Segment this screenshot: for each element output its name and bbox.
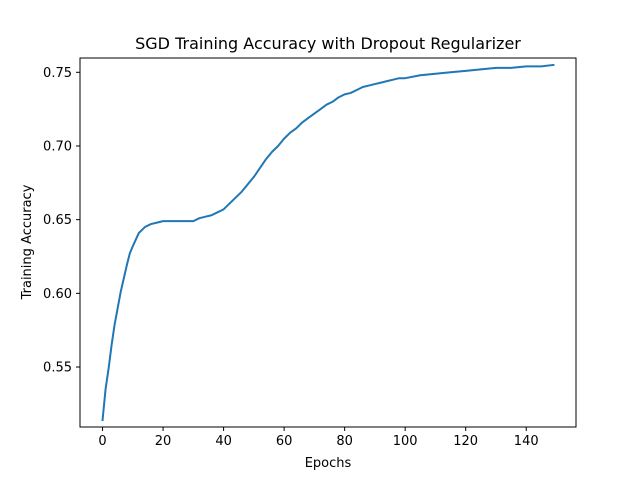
x-tick-label: 80: [336, 434, 353, 449]
y-tick-label: 0.60: [43, 287, 72, 302]
x-tick-label: 20: [155, 434, 172, 449]
y-tick-label: 0.65: [43, 213, 72, 228]
x-tick-label: 60: [276, 434, 293, 449]
x-axis-ticks: 0 20 40 60 80 100 120 140: [98, 427, 539, 449]
y-axis-label: Training Accuracy: [20, 184, 35, 300]
x-tick-label: 140: [514, 434, 539, 449]
plot-frame: [79, 57, 577, 428]
chart-title: SGD Training Accuracy with Dropout Regul…: [135, 34, 521, 53]
y-tick-label: 0.70: [43, 139, 72, 154]
x-tick-label: 40: [215, 434, 232, 449]
x-tick-label: 0: [98, 434, 106, 449]
y-tick-label: 0.55: [43, 361, 72, 376]
plot-lines: [101, 63, 555, 422]
x-tick-label: 100: [393, 434, 418, 449]
series-line: [101, 63, 555, 422]
y-axis-ticks: 0.55 0.60 0.65 0.70 0.75: [43, 66, 80, 376]
x-tick-label: 120: [453, 434, 478, 449]
y-tick-label: 0.75: [43, 66, 72, 81]
x-axis-label: Epochs: [305, 456, 352, 471]
